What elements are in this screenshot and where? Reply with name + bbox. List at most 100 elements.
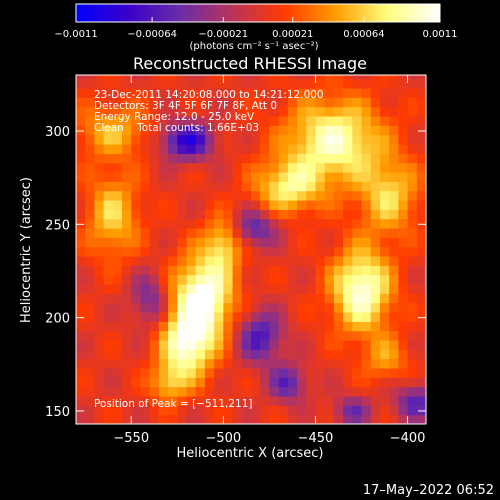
heatmap-cell xyxy=(398,237,409,248)
heatmap-cell xyxy=(76,200,86,210)
heatmap-cell xyxy=(214,200,224,210)
heatmap-cell xyxy=(352,78,363,89)
heatmap-cell xyxy=(324,414,335,424)
heatmap-cell xyxy=(195,358,206,369)
heatmap-cell xyxy=(370,209,381,220)
heatmap-cell xyxy=(149,116,160,126)
heatmap-cell xyxy=(149,274,160,285)
heatmap-cell xyxy=(306,75,316,80)
heatmap-cell xyxy=(379,125,390,136)
heatmap-cell xyxy=(122,134,132,145)
heatmap-cell xyxy=(158,237,169,248)
heatmap-cell xyxy=(333,368,344,378)
heatmap-cell xyxy=(297,200,307,210)
heatmap-cell xyxy=(149,181,160,192)
heatmap-cell xyxy=(158,106,169,117)
heatmap-cell xyxy=(398,134,409,145)
heatmap-cell xyxy=(287,172,298,182)
heatmap-cell xyxy=(398,116,409,126)
heatmap-cell xyxy=(204,274,215,285)
heatmap-cell xyxy=(416,218,426,229)
heatmap-cell xyxy=(149,302,160,313)
heatmap-cell xyxy=(76,144,86,154)
heatmap-cell xyxy=(223,172,234,182)
heatmap-cell xyxy=(370,88,381,98)
heatmap-cell xyxy=(297,237,307,248)
heatmap-cell xyxy=(122,349,132,360)
heatmap-cell xyxy=(223,97,234,108)
heatmap-cell xyxy=(333,125,344,136)
heatmap-cell xyxy=(122,293,132,304)
heatmap-cell xyxy=(370,172,381,182)
heatmap-cell xyxy=(389,293,399,304)
heatmap-cell xyxy=(131,144,141,154)
heatmap-cell xyxy=(315,349,326,360)
heatmap-cell xyxy=(94,144,105,154)
heatmap-cell xyxy=(168,125,178,136)
heatmap-cell xyxy=(204,97,215,108)
heatmap-cell xyxy=(94,172,105,182)
heatmap-cell xyxy=(112,228,123,238)
heatmap-cell xyxy=(333,106,344,117)
heatmap-cell xyxy=(389,78,399,89)
heatmap-cell xyxy=(195,265,206,276)
heatmap-cell xyxy=(260,386,270,397)
heatmap-cell xyxy=(315,265,326,276)
heatmap-cell xyxy=(333,75,344,80)
heatmap-cell xyxy=(122,340,132,350)
heatmap-cell xyxy=(251,237,261,248)
heatmap-cell xyxy=(416,246,426,257)
heatmap-cell xyxy=(76,106,86,117)
heatmap-cell xyxy=(94,181,105,192)
heatmap-cell xyxy=(370,293,381,304)
heatmap-cell xyxy=(416,414,426,424)
heatmap-cell xyxy=(186,396,197,406)
heatmap-cell xyxy=(140,256,151,266)
heatmap-cell xyxy=(306,218,316,229)
heatmap-cell xyxy=(278,116,289,126)
heatmap-cell xyxy=(94,405,105,416)
heatmap-cell xyxy=(177,377,188,388)
heatmap-cell xyxy=(269,106,280,117)
heatmap-cell xyxy=(149,97,160,108)
heatmap-cell xyxy=(140,190,151,201)
heatmap-cell xyxy=(269,134,280,145)
heatmap-cell xyxy=(149,228,160,238)
heatmap-cell xyxy=(112,75,123,80)
heatmap-cell xyxy=(223,209,234,220)
heatmap-cell xyxy=(223,88,234,98)
heatmap-cell xyxy=(306,312,316,322)
heatmap-cell xyxy=(177,125,188,136)
heatmap-cell xyxy=(122,377,132,388)
heatmap-cell xyxy=(352,116,363,126)
y-tick-label: 200 xyxy=(45,312,70,327)
heatmap-cell xyxy=(398,125,409,136)
heatmap-cell xyxy=(195,330,206,341)
heatmap-cell xyxy=(241,209,252,220)
heatmap-cell xyxy=(214,386,224,397)
heatmap-cell xyxy=(333,237,344,248)
heatmap-cell xyxy=(278,321,289,332)
heatmap-cell xyxy=(214,293,224,304)
heatmap-cell xyxy=(103,153,114,164)
heatmap-cell xyxy=(269,330,280,341)
heatmap-cell xyxy=(232,284,243,294)
heatmap-cell xyxy=(343,190,353,201)
heatmap-cell xyxy=(333,181,344,192)
heatmap-cell xyxy=(352,246,363,257)
heatmap-cell xyxy=(389,256,399,266)
heatmap-cell xyxy=(407,75,418,80)
heatmap-cell xyxy=(398,97,409,108)
heatmap-cell xyxy=(149,106,160,117)
heatmap-cell xyxy=(140,368,151,378)
heatmap-cell xyxy=(241,246,252,257)
heatmap-cell xyxy=(85,321,95,332)
heatmap-cell xyxy=(168,88,178,98)
heatmap-cell xyxy=(195,237,206,248)
heatmap-cell xyxy=(149,200,160,210)
heatmap-cell xyxy=(76,228,86,238)
heatmap-cell xyxy=(297,293,307,304)
heatmap-cell xyxy=(241,181,252,192)
heatmap-cell xyxy=(103,88,114,98)
heatmap-cell xyxy=(214,88,224,98)
